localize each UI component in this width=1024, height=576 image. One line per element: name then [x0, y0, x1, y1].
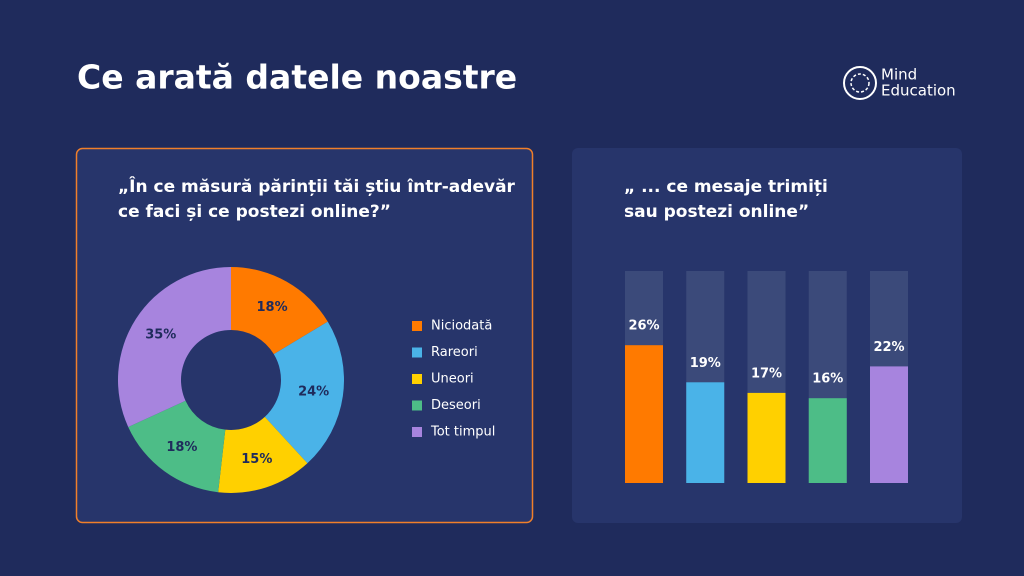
legend-label: Deseori	[431, 398, 481, 413]
bar	[747, 392, 786, 483]
legend-swatch	[412, 347, 422, 358]
legend-swatch	[412, 400, 422, 411]
data-label: 19%	[690, 356, 721, 371]
data-label: 18%	[166, 440, 197, 455]
pie-slice	[218, 416, 308, 493]
data-label: 26%	[628, 319, 659, 334]
chart-title: ce faci și ce postezi online?”	[118, 202, 391, 222]
data-label: 17%	[751, 366, 782, 381]
legend-swatch	[412, 427, 422, 437]
data-label: 24%	[298, 384, 329, 399]
bar	[870, 366, 908, 483]
pie-slice	[117, 267, 231, 427]
logo-text: Education	[881, 82, 956, 100]
data-label: 35%	[145, 327, 176, 342]
data-label: 18%	[256, 300, 287, 315]
data-label: 15%	[241, 452, 272, 467]
legend-label: Rareori	[431, 345, 478, 360]
logo-icon	[850, 73, 870, 93]
logo: Mind Education	[843, 66, 956, 100]
legend-swatch	[412, 321, 422, 331]
data-label: 22%	[873, 340, 904, 355]
pie-slice	[231, 267, 328, 355]
legend-swatch	[412, 374, 422, 384]
bar	[625, 345, 663, 483]
pie-slice	[128, 400, 226, 493]
legend-label: Uneori	[431, 372, 474, 387]
legend-label: Tot timpul	[430, 425, 495, 440]
chart-title: „În ce măsură părinții tăi știu într-ade…	[118, 175, 516, 197]
chart-title: sau postezi online”	[624, 202, 809, 222]
bar	[686, 382, 725, 483]
data-label: 16%	[812, 372, 843, 387]
slide-title: Ce arată datele noastre	[77, 58, 517, 97]
logo-icon	[843, 66, 877, 100]
chart-title: „ ... ce mesaje trimiți	[624, 177, 828, 197]
bar	[808, 398, 847, 483]
legend-label: Niciodată	[431, 319, 492, 334]
pie-slice	[264, 321, 345, 464]
logo-text: Mind	[881, 66, 917, 84]
